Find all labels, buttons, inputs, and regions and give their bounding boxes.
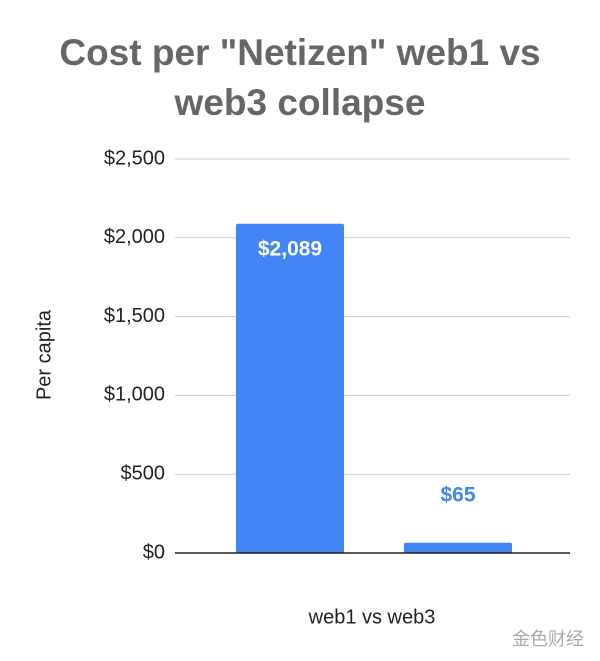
data-label: $2,089 [258,237,322,260]
watermark: 金色财经 [512,629,584,649]
x-axis-label: web1 vs web3 [308,606,436,628]
y-tick-label: $2,500 [104,147,165,169]
chart-title: Cost per "Netizen" web1 vs web3 collapse [59,32,541,123]
y-tick-label: $1,500 [104,305,165,327]
y-tick-label: $0 [143,541,165,563]
bar [404,542,512,553]
y-tick-label: $1,000 [104,384,165,406]
y-axis-label: Per capita [33,309,55,400]
data-label: $65 [440,483,475,506]
y-tick-label: $2,000 [104,226,165,248]
y-tick-label: $500 [121,462,166,484]
bar [236,223,344,553]
